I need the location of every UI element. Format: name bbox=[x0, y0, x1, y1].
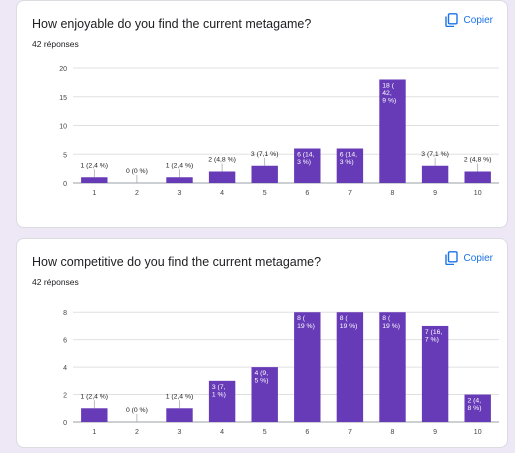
question-card-enjoyable: How enjoyable do you find the current me… bbox=[16, 0, 508, 228]
x-tick-label: 4 bbox=[220, 429, 224, 436]
bar bbox=[81, 177, 108, 183]
x-tick-label: 6 bbox=[305, 429, 309, 436]
x-tick-label: 10 bbox=[474, 190, 482, 197]
y-tick-label: 4 bbox=[63, 365, 67, 372]
data-label: 1 (2,4 %) bbox=[166, 162, 194, 169]
bar bbox=[251, 367, 278, 422]
data-label: 6 (14, 3 %) bbox=[297, 152, 314, 167]
x-tick-label: 9 bbox=[433, 429, 437, 436]
y-tick-label: 5 bbox=[63, 152, 67, 159]
data-label: 1 (2,4 %) bbox=[81, 162, 109, 169]
y-tick-label: 0 bbox=[63, 420, 67, 427]
data-label: 3 (7,1 %) bbox=[421, 151, 449, 158]
bar bbox=[379, 79, 406, 183]
data-label: 7 (16, 7 %) bbox=[425, 329, 442, 344]
x-tick-label: 10 bbox=[474, 429, 482, 436]
x-tick-label: 2 bbox=[135, 190, 139, 197]
bar bbox=[336, 312, 364, 422]
data-label: 1 (2,4 %) bbox=[166, 393, 194, 400]
y-tick-label: 15 bbox=[59, 95, 67, 102]
bar bbox=[208, 171, 236, 183]
data-label: 2 (4,8 %) bbox=[464, 157, 492, 164]
x-tick-label: 8 bbox=[391, 429, 395, 436]
data-label: 3 (7,1 %) bbox=[251, 151, 279, 158]
x-tick-label: 3 bbox=[178, 190, 182, 197]
data-label: 3 (7,1 %) bbox=[212, 384, 226, 399]
copy-icon bbox=[444, 251, 458, 265]
x-tick-label: 7 bbox=[348, 190, 352, 197]
y-tick-label: 8 bbox=[63, 310, 67, 317]
y-tick-label: 10 bbox=[59, 124, 67, 131]
bar bbox=[421, 325, 449, 422]
data-label: 8 (19 %) bbox=[382, 315, 400, 330]
bar bbox=[166, 177, 193, 183]
copy-button[interactable]: Copier bbox=[444, 13, 493, 27]
data-label: 2 (4,8 %) bbox=[208, 157, 236, 164]
copy-button[interactable]: Copier bbox=[444, 251, 493, 265]
copy-icon bbox=[444, 13, 458, 27]
bar bbox=[421, 165, 449, 183]
bar-chart-enjoyable: 0 5 10 15 20 1 1 (2,4 %) 2 0 (0 %) 3 1 (2,4 %) 4 2 (… bbox=[59, 66, 499, 197]
x-tick-label: 6 bbox=[305, 190, 309, 197]
x-tick-label: 5 bbox=[263, 190, 267, 197]
bar bbox=[251, 165, 278, 183]
bar bbox=[464, 394, 491, 422]
y-tick-label: 2 bbox=[63, 393, 67, 400]
y-tick-label: 6 bbox=[63, 338, 67, 345]
x-tick-label: 3 bbox=[178, 429, 182, 436]
y-tick-label: 20 bbox=[59, 66, 67, 73]
data-label: 8 (19 %) bbox=[340, 315, 358, 330]
bar bbox=[294, 312, 321, 422]
y-tick-label: 0 bbox=[63, 181, 67, 188]
data-label: 0 (0 %) bbox=[126, 407, 148, 414]
data-label: 0 (0 %) bbox=[126, 168, 148, 175]
bar bbox=[81, 408, 108, 422]
bar-chart-competitive: 0 2 4 6 8 1 1 (2,4 %) 2 0 (0 %) 3 1 (2,4 %) 4 3 (7, 1… bbox=[63, 310, 499, 436]
data-label: 2 (4,8 %) bbox=[467, 398, 481, 413]
copy-label: Copier bbox=[463, 252, 493, 264]
question-title: How competitive do you find the current … bbox=[32, 255, 322, 269]
bar bbox=[294, 148, 321, 183]
question-title: How enjoyable do you find the current me… bbox=[32, 17, 312, 31]
x-tick-label: 1 bbox=[92, 190, 96, 197]
response-count: 42 réponses bbox=[32, 277, 79, 287]
x-tick-label: 8 bbox=[391, 190, 395, 197]
bar bbox=[464, 171, 491, 183]
x-tick-label: 2 bbox=[135, 429, 139, 436]
bar bbox=[336, 148, 364, 183]
x-tick-label: 5 bbox=[263, 429, 267, 436]
data-label: 4 (9, 5 %) bbox=[254, 370, 268, 385]
copy-label: Copier bbox=[463, 14, 493, 26]
question-card-competitive: How competitive do you find the current … bbox=[16, 238, 508, 448]
bar bbox=[208, 380, 236, 422]
x-tick-label: 9 bbox=[433, 190, 437, 197]
x-tick-label: 7 bbox=[348, 429, 352, 436]
x-tick-label: 1 bbox=[92, 429, 96, 436]
response-count: 42 réponses bbox=[32, 39, 79, 49]
x-tick-label: 4 bbox=[220, 190, 224, 197]
bar bbox=[166, 408, 193, 422]
data-label: 1 (2,4 %) bbox=[81, 393, 109, 400]
data-label: 6 (14, 3 %) bbox=[340, 152, 357, 167]
data-label: 8 (19 %) bbox=[297, 315, 315, 330]
data-label: 18 (42, 9 %) bbox=[382, 83, 396, 105]
bar bbox=[379, 312, 406, 422]
